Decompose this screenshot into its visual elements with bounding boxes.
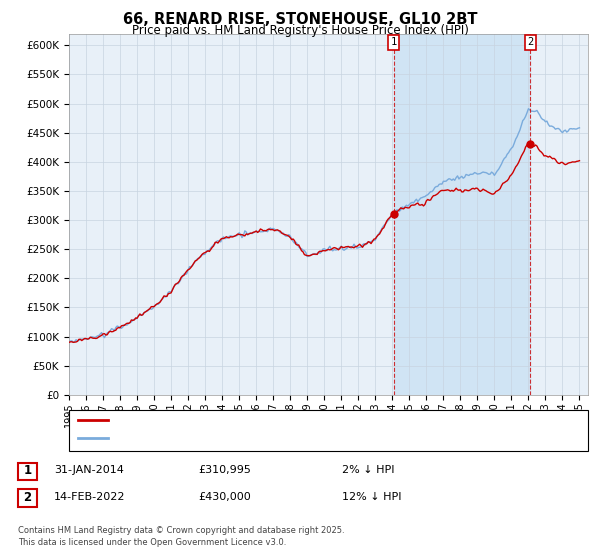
Text: 1: 1 [391, 37, 397, 47]
Text: £310,995: £310,995 [198, 465, 251, 475]
Text: 66, RENARD RISE, STONEHOUSE, GL10 2BT (detached house): 66, RENARD RISE, STONEHOUSE, GL10 2BT (d… [114, 416, 434, 425]
Text: 12% ↓ HPI: 12% ↓ HPI [342, 492, 401, 502]
Text: 31-JAN-2014: 31-JAN-2014 [54, 465, 124, 475]
Text: Contains HM Land Registry data © Crown copyright and database right 2025.
This d: Contains HM Land Registry data © Crown c… [18, 526, 344, 547]
Text: 66, RENARD RISE, STONEHOUSE, GL10 2BT: 66, RENARD RISE, STONEHOUSE, GL10 2BT [123, 12, 477, 27]
Text: 2: 2 [23, 491, 32, 504]
Text: £430,000: £430,000 [198, 492, 251, 502]
Text: 14-FEB-2022: 14-FEB-2022 [54, 492, 125, 502]
Text: Price paid vs. HM Land Registry's House Price Index (HPI): Price paid vs. HM Land Registry's House … [131, 24, 469, 37]
Text: 2% ↓ HPI: 2% ↓ HPI [342, 465, 395, 475]
Bar [394, 34, 530, 395]
Text: 2: 2 [527, 37, 533, 47]
Text: HPI: Average price, detached house, Stroud: HPI: Average price, detached house, Stro… [114, 433, 341, 443]
Text: 1: 1 [23, 464, 32, 477]
